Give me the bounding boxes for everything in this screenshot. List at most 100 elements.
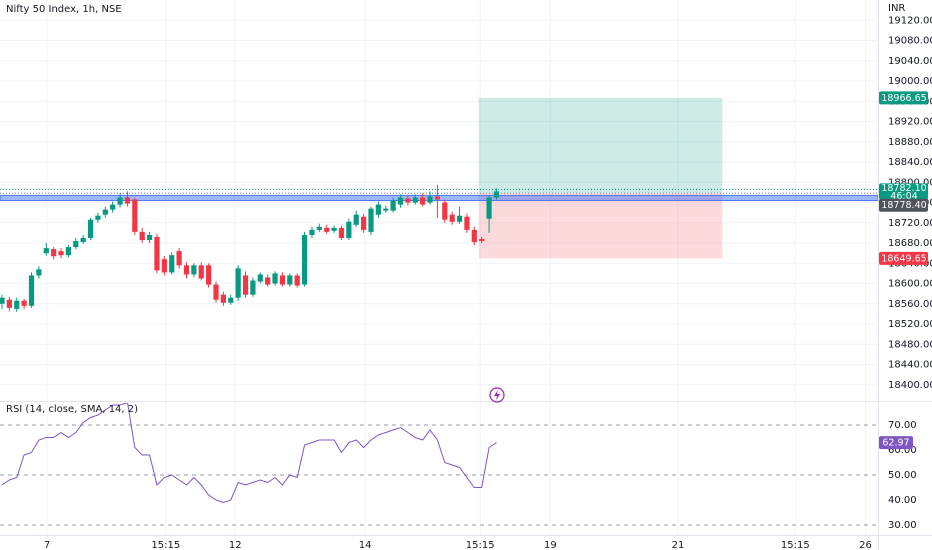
candle-body (198, 265, 204, 279)
entry-label-bg (879, 198, 928, 212)
target-label: 18966.65 (881, 93, 926, 104)
candle-body (191, 265, 197, 275)
candle-body (449, 214, 455, 222)
candle-body (58, 251, 64, 256)
candle-body (383, 208, 389, 211)
stop-zone (478, 193, 723, 259)
y-tick-label: 30.00 (888, 520, 917, 531)
candle-body (250, 280, 256, 295)
last-price-bg (879, 183, 928, 200)
x-tick-label: 26 (859, 540, 872, 550)
y-tick-label: 19120.00 (888, 15, 932, 26)
candle-body (279, 275, 286, 285)
candle-body (95, 215, 101, 220)
candle-body (124, 197, 131, 204)
y-tick-label: 18680.00 (888, 238, 932, 249)
candle-body (183, 265, 190, 275)
candle-body (493, 191, 500, 198)
replay-icon[interactable] (489, 387, 505, 403)
x-tick-label: 15:15 (466, 540, 495, 550)
candle-body (28, 275, 35, 306)
target-label-bg (879, 91, 928, 105)
rsi-pane (1, 403, 497, 504)
candle-body (331, 227, 337, 231)
candle-body (434, 196, 441, 200)
candle-body (73, 241, 79, 248)
candle-body (6, 299, 12, 308)
x-tick-label: 19 (544, 540, 557, 550)
candle-body (464, 216, 470, 230)
candle-body (316, 226, 322, 230)
y-tick-label: 40.00 (888, 495, 917, 506)
y-tick-label: 50.00 (888, 470, 917, 481)
candle-body (228, 297, 234, 303)
candle-body (272, 273, 278, 284)
chart-title: Nifty 50 Index, 1h, NSE (6, 4, 122, 15)
y-tick-label: 18560.00 (888, 299, 932, 310)
y-tick-label: 18800.00 (888, 177, 932, 188)
candle-body (309, 229, 315, 235)
candle-body (427, 196, 433, 203)
target-zone (478, 97, 723, 194)
rsi-title: RSI (14, close, SMA, 14, 2) (6, 404, 138, 415)
stop-label: 18649.65 (881, 253, 926, 264)
candle-body (368, 208, 374, 232)
x-tick-label: 14 (359, 540, 372, 550)
y-tick-label: 18520.00 (888, 319, 932, 330)
y-tick-label: 18400.00 (888, 380, 932, 391)
candle-body (412, 197, 418, 203)
icon-bolt[interactable] (494, 390, 500, 400)
candle-body (265, 277, 271, 285)
candle-body (169, 255, 175, 273)
candle-body (36, 269, 42, 276)
candle-body (14, 300, 20, 309)
y-tick-label: 18920.00 (888, 117, 932, 128)
y-tick-label: 19040.00 (888, 56, 932, 67)
candle-body (206, 265, 212, 285)
candle-body (139, 231, 145, 240)
candle-body (213, 284, 219, 300)
candle-body (361, 216, 367, 230)
grid-layer (0, 0, 878, 535)
y-tick-label: 18480.00 (888, 339, 932, 350)
candle-body (117, 197, 123, 205)
countdown-label: 46:04 (890, 191, 917, 202)
candle-body (176, 251, 182, 266)
y-tick-label: 18600.00 (888, 279, 932, 290)
x-tick-label: 7 (44, 540, 50, 550)
x-tick-label: 15:15 (151, 540, 180, 550)
candle-body (161, 259, 167, 273)
candle-body (43, 248, 49, 254)
candle-body (353, 214, 359, 225)
candle-body (132, 199, 138, 232)
candle-body (146, 234, 153, 240)
candle-body (420, 197, 426, 205)
candle-body (301, 234, 308, 285)
currency: INR (888, 3, 905, 14)
candle-body (154, 236, 160, 271)
entry-label: 18778.40 (881, 200, 926, 211)
price-pane (0, 97, 878, 312)
candle-body (405, 198, 411, 203)
y-tick-label: 60.00 (888, 445, 917, 456)
y-tick-label: 70.00 (888, 420, 917, 431)
rsi-line (1, 403, 497, 504)
candle-body (287, 275, 293, 285)
candle-body (102, 209, 108, 215)
candle-body (242, 275, 249, 295)
y-tick-label: 19080.00 (888, 36, 932, 47)
candle-body (51, 249, 57, 257)
x-tick-label: 15:15 (781, 540, 810, 550)
last-price-label: 18782.10 (881, 183, 926, 194)
x-tick-label: 21 (672, 540, 685, 550)
candle-body (324, 227, 330, 232)
y-tick-label: 18840.00 (888, 157, 932, 168)
candle-body (87, 219, 94, 238)
candle-body (21, 300, 27, 306)
candle-body (390, 200, 396, 211)
y-tick-label: 19000.00 (888, 76, 932, 87)
candle-body (338, 227, 345, 238)
candle-body (346, 221, 352, 238)
